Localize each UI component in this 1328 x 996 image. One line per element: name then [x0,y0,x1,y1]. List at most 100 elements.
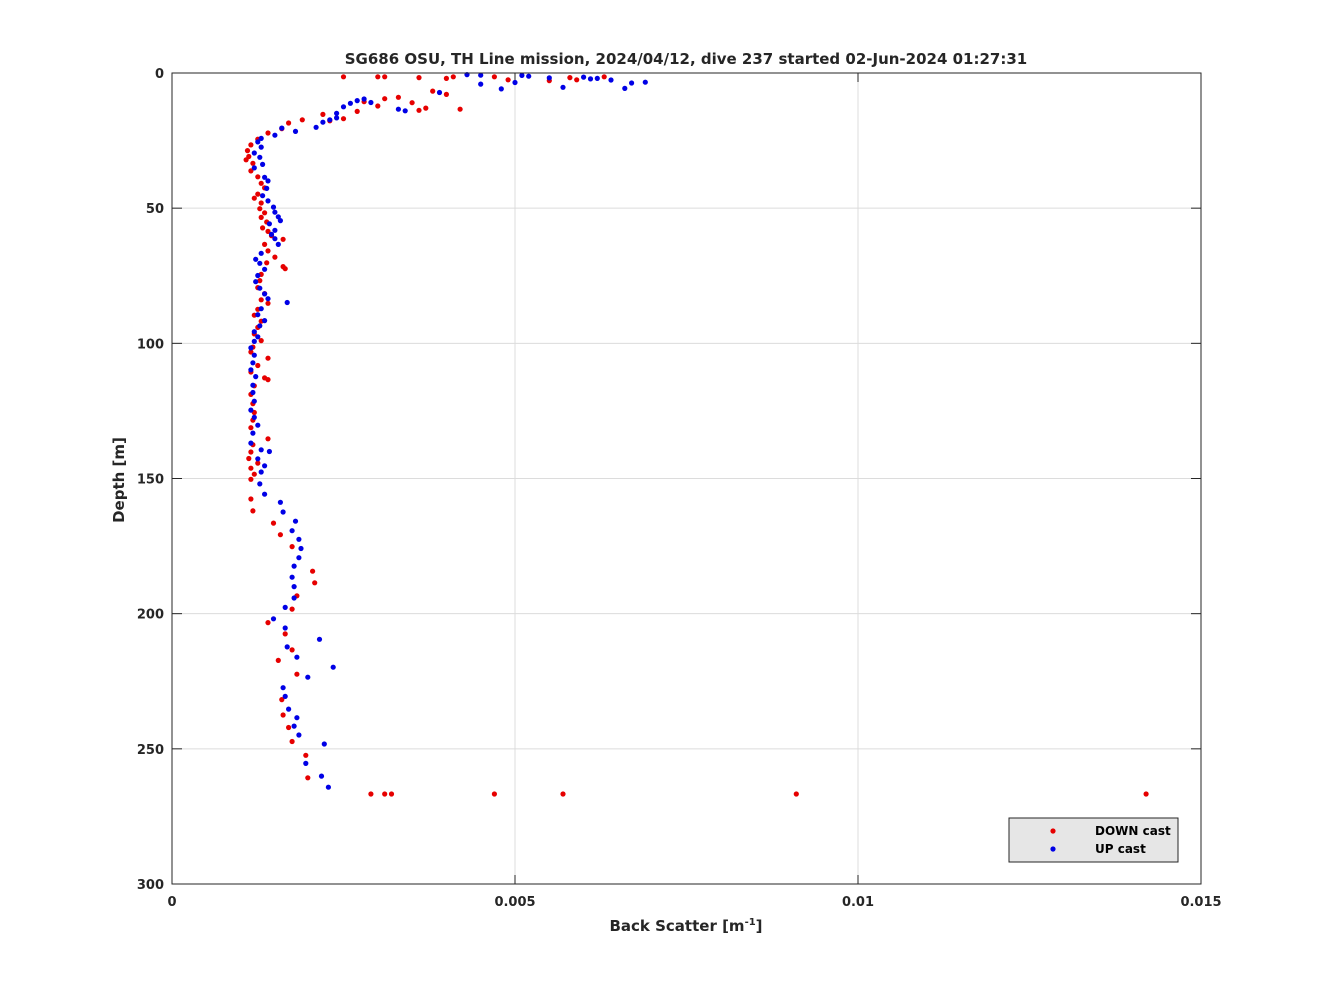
point-up-cast [330,664,336,670]
plot-frame [171,72,1202,885]
point-down-cast [310,568,316,574]
point-down-cast [443,91,449,97]
point-down-cast [248,349,254,355]
point-up-cast [334,110,340,116]
legend: DOWN cast UP cast [1008,817,1179,863]
point-up-cast [546,75,552,81]
point-up-cast [282,604,288,611]
data-points [243,72,1149,797]
point-up-cast [608,77,614,83]
point-up-cast [268,231,275,237]
point-down-cast [340,116,347,122]
point-down-cast [574,77,580,83]
point-up-cast [265,178,271,184]
point-up-cast [260,161,266,167]
point-up-cast [250,389,256,396]
point-down-cast [258,214,264,220]
point-up-cast [361,96,367,102]
point-down-cast [382,791,388,797]
point-down-cast [272,254,278,260]
point-up-cast [250,360,256,366]
series-up-cast [248,72,648,790]
point-up-cast [257,154,263,160]
point-up-cast [248,367,254,373]
point-down-cast [601,74,607,80]
point-up-cast [257,260,263,266]
point-down-cast [262,375,268,381]
point-up-cast [272,236,278,242]
point-up-cast [296,555,302,561]
y-tick-label: 200 [137,608,164,623]
point-up-cast [277,218,283,224]
point-down-cast [416,75,422,81]
point-up-cast [251,338,257,344]
point-down-cast [265,436,271,442]
point-up-cast [262,318,268,324]
point-down-cast [382,96,388,102]
point-down-cast [265,300,271,306]
point-up-cast [296,732,302,738]
point-up-cast [258,144,264,150]
point-up-cast [264,185,270,191]
point-down-cast [289,647,295,653]
point-down-cast [250,160,256,166]
point-up-cast [294,654,300,660]
y-tick-label: 150 [137,473,164,488]
point-up-cast [402,108,408,114]
point-up-cast [262,174,268,180]
point-up-cast [313,124,319,130]
y-tick-label: 0 [155,67,164,82]
point-down-cast [248,142,254,148]
point-up-cast [320,119,326,125]
point-down-cast [255,460,261,466]
point-up-cast [248,440,254,446]
point-up-cast [272,227,278,233]
point-up-cast [478,72,484,78]
x-tick-label: 0.01 [842,895,874,910]
point-down-cast [250,508,256,514]
point-up-cast [512,79,518,86]
point-up-cast [289,528,295,534]
point-down-cast [265,620,271,626]
point-up-cast [340,104,347,110]
point-up-cast [251,398,257,404]
point-up-cast [280,685,286,691]
point-up-cast [266,448,272,455]
point-up-cast [265,296,271,302]
point-up-cast [347,100,353,106]
point-up-cast [250,382,256,388]
point-up-cast [325,784,331,790]
point-down-cast [286,724,292,731]
point-up-cast [262,266,268,272]
point-down-cast [793,791,799,797]
point-up-cast [316,636,323,642]
point-down-cast [289,606,295,612]
point-down-cast [560,791,566,797]
y-tick-label: 100 [137,337,164,352]
point-down-cast [265,355,271,361]
point-up-cast [282,693,288,700]
point-down-cast [280,712,286,718]
point-down-cast [282,631,288,637]
point-down-cast [340,74,347,80]
point-down-cast [457,106,463,112]
point-up-cast [251,165,257,171]
y-tick-label: 300 [137,878,164,893]
point-up-cast [250,430,256,436]
point-down-cast [320,111,326,117]
point-up-cast [587,76,594,82]
point-up-cast [258,306,264,312]
point-down-cast [248,449,254,455]
point-up-cast [265,198,271,204]
point-down-cast [305,775,311,781]
point-up-cast [251,150,257,156]
legend-marker-up-cast [1050,846,1056,852]
point-up-cast [478,81,484,87]
point-up-cast [255,422,261,428]
point-up-cast [368,99,374,106]
point-down-cast [375,74,381,80]
point-up-cast [282,625,288,631]
point-up-cast [275,241,281,247]
point-down-cast [260,225,266,231]
point-up-cast [305,674,311,680]
